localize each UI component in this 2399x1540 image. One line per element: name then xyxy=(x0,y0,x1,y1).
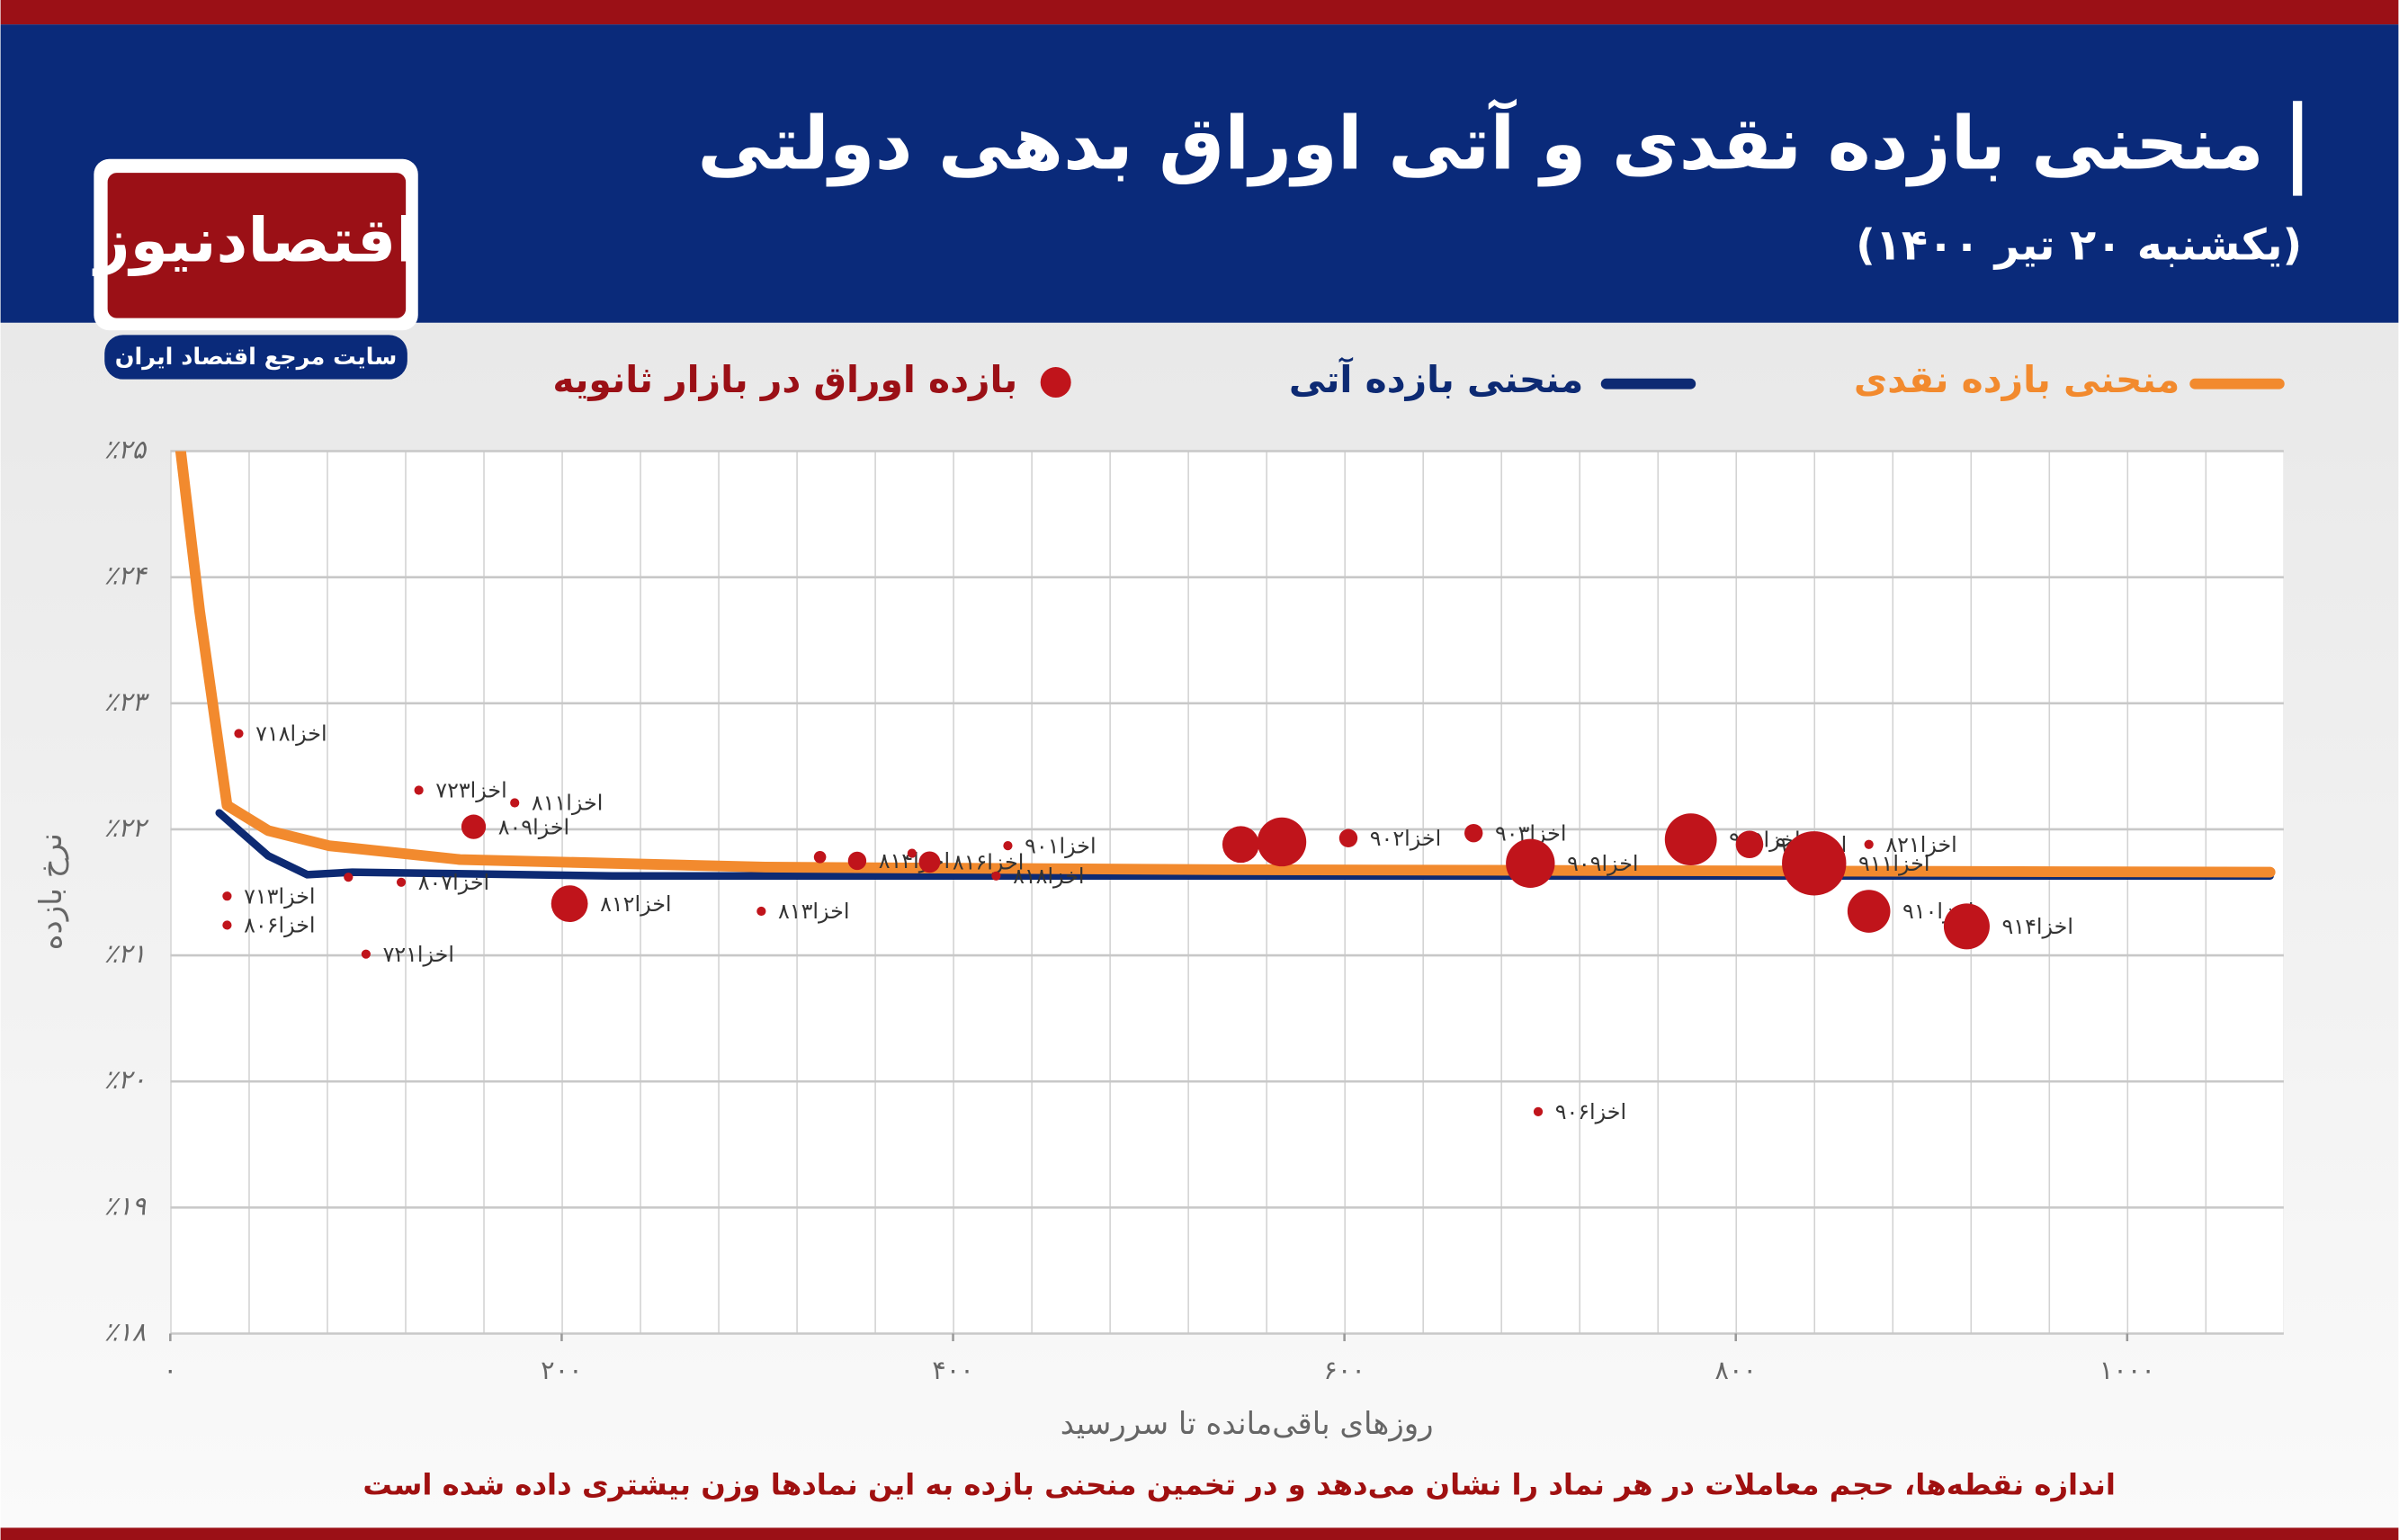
point-label: اخزا۷۲۱ xyxy=(383,942,454,967)
point xyxy=(344,873,354,882)
point xyxy=(510,798,520,808)
curve xyxy=(175,451,2276,878)
y-tick-label: ٪۲۳ xyxy=(104,686,150,717)
title-bar xyxy=(2293,101,2303,196)
logo-box xyxy=(107,173,407,318)
title: منحنی بازده نقدی و آتی اوراق بدهی دولتی xyxy=(697,97,2263,187)
point xyxy=(907,848,917,858)
y-tick-label: ٪۲۲ xyxy=(104,812,149,843)
x-tick-label: ۶۰۰ xyxy=(1323,1355,1365,1385)
point xyxy=(1003,841,1013,851)
logo-name: اقتصادنیوز xyxy=(92,206,416,277)
point xyxy=(1782,831,1847,896)
point xyxy=(1943,903,1990,950)
point-label: اخزا۸۰۶ xyxy=(244,913,315,938)
y-tick-label: ٪۱۸ xyxy=(104,1316,147,1347)
point xyxy=(396,877,407,887)
vertical-grid xyxy=(170,451,2284,1334)
x-tick-label: ۲۰۰ xyxy=(541,1355,583,1385)
y-axis-label: نرخ بازده xyxy=(33,833,69,950)
point xyxy=(847,851,867,871)
x-tick-label: ۱۰۰۰ xyxy=(2099,1355,2155,1385)
point-label: اخزا۹۱۴ xyxy=(2002,914,2073,939)
point xyxy=(1464,823,1483,843)
y-tick-label: ٪۱۹ xyxy=(104,1190,147,1221)
point xyxy=(1338,828,1358,847)
legend-label: بازده اوراق در بازار ثانویه xyxy=(552,358,1017,402)
point-label: اخزا۸۱۳ xyxy=(778,899,849,924)
point xyxy=(756,906,766,917)
x-tick-label: ۴۰۰ xyxy=(932,1355,974,1385)
point-label: اخزا۸۰۷ xyxy=(418,870,489,895)
footnote: اندازه نقطه‌ها، حجم معاملات در هر نماد ر… xyxy=(363,1467,2116,1501)
subtitle: (یکشنبه ۲۰ تیر ۱۴۰۰) xyxy=(1856,220,2302,270)
point xyxy=(414,785,424,795)
point xyxy=(1847,890,1891,933)
point-label: اخزا۷۱۳ xyxy=(244,883,315,909)
point xyxy=(222,920,232,930)
point xyxy=(1664,813,1717,866)
top-stripe xyxy=(0,0,2399,25)
logo-tagline: سایت مرجع اقتصاد ایران xyxy=(115,344,398,371)
x-axis-label: روزهای باقی‌مانده تا سررسید xyxy=(1061,1406,1434,1442)
legend-label: منحنی بازده آتی xyxy=(1289,357,1583,401)
point-label: اخزا۸۱۶ xyxy=(953,850,1024,875)
point xyxy=(813,850,827,864)
point xyxy=(1533,1106,1544,1116)
curves xyxy=(175,451,2276,881)
point xyxy=(222,891,232,901)
point-label: اخزا۸۱۲ xyxy=(600,891,671,917)
point-label: اخزا۷۲۳ xyxy=(435,778,506,803)
point-label: اخزا۹۰۹ xyxy=(1567,851,1638,876)
y-tick-label: ٪۲۴ xyxy=(104,560,148,591)
point-label: اخزا۹۱۱ xyxy=(1858,851,1929,876)
point xyxy=(461,814,487,839)
point xyxy=(1864,839,1874,849)
y-tick-label: ٪۲۵ xyxy=(104,434,148,465)
point xyxy=(551,885,588,923)
point xyxy=(1506,838,1555,888)
point-label: اخزا۷۱۸ xyxy=(255,721,327,747)
point-label: اخزا۹۰۱ xyxy=(1025,833,1096,858)
logo-tagline-box xyxy=(104,335,407,380)
x-tick-label: ۸۰۰ xyxy=(1714,1355,1757,1385)
point-label: اخزا۸۰۹ xyxy=(498,814,569,839)
point xyxy=(918,851,941,873)
point-label: اخزا۸۱۸ xyxy=(1013,864,1084,889)
legend-swatch xyxy=(1040,367,1071,398)
point xyxy=(991,871,1001,881)
point-label: اخزا۸۲۱ xyxy=(1885,832,1956,857)
point-label: اخزا۸۱۱ xyxy=(532,791,603,816)
bottom-stripe xyxy=(0,1527,2399,1540)
point xyxy=(234,729,244,739)
curve xyxy=(215,809,2274,881)
point xyxy=(1222,826,1259,864)
y-tick-label: ٪۲۱ xyxy=(104,938,147,969)
point-label: اخزا۹۰۲ xyxy=(1370,826,1441,851)
point xyxy=(1257,817,1307,867)
x-tick-label: ۰ xyxy=(164,1355,178,1385)
point xyxy=(1735,830,1764,859)
point xyxy=(361,949,371,959)
y-tick-label: ٪۲۰ xyxy=(104,1064,147,1095)
point-label: اخزا۹۰۶ xyxy=(1555,1099,1626,1124)
legend-label: منحنی بازده نقدی xyxy=(1854,358,2180,401)
